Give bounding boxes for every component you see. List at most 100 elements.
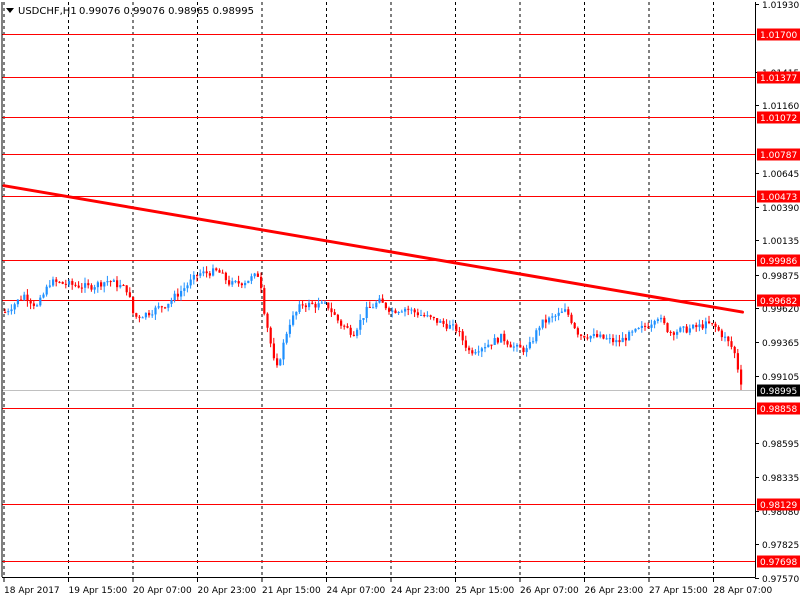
time-tick-label: 27 Apr 15:00 <box>649 586 708 596</box>
candle-body <box>224 272 227 281</box>
candle-body <box>388 308 391 312</box>
price-tick-label: 0.98595 <box>762 440 799 450</box>
candle-body <box>708 321 711 324</box>
candle-body <box>122 285 125 287</box>
candle-body <box>167 303 170 308</box>
collapse-triangle-icon[interactable] <box>6 8 14 13</box>
candle-body <box>288 324 291 334</box>
candle-body <box>352 334 355 336</box>
level-label: 1.01700 <box>760 31 797 41</box>
candle-body <box>87 283 90 286</box>
candle-body <box>701 324 704 329</box>
candle-body <box>679 327 682 332</box>
ohlc-values: 0.99076 0.99076 0.98965 0.98995 <box>79 6 254 17</box>
candle-body <box>45 286 48 295</box>
candle-body <box>640 325 643 328</box>
candle-body <box>384 302 387 309</box>
candle-body <box>103 282 106 287</box>
level-label: 0.97698 <box>760 558 797 568</box>
candle-body <box>493 338 496 345</box>
candle-body <box>685 326 688 333</box>
candle-body <box>535 330 538 342</box>
time-tick-label: 28 Apr 07:00 <box>714 586 773 596</box>
candle-body <box>29 301 32 304</box>
candle-body <box>272 343 275 359</box>
candle-body <box>135 313 138 317</box>
candle-body <box>250 276 253 281</box>
candle-body <box>20 299 23 301</box>
candle-body <box>116 280 119 288</box>
candle-body <box>580 334 583 336</box>
candle-body <box>13 304 16 310</box>
candle-body <box>208 273 211 276</box>
candle-body <box>487 344 490 348</box>
candle-body <box>605 338 608 340</box>
candle-body <box>215 268 218 271</box>
candle-body <box>397 311 400 314</box>
candle-body <box>237 281 240 284</box>
candle-body <box>413 309 416 313</box>
candle-body <box>77 285 80 288</box>
candle-body <box>295 311 298 316</box>
candle-body <box>32 303 35 306</box>
candle-body <box>128 292 131 297</box>
candle-body <box>23 294 26 300</box>
candle-body <box>292 315 295 325</box>
candle-body <box>656 319 659 321</box>
candle-body <box>154 307 157 315</box>
candle-body <box>71 281 74 285</box>
candle-body <box>519 344 522 348</box>
candle-body <box>240 283 243 286</box>
candle-body <box>359 319 362 330</box>
candle-body <box>551 316 554 318</box>
candle-body <box>429 315 432 317</box>
candle-body <box>410 309 413 311</box>
candle-body <box>525 348 528 353</box>
candle-body <box>500 333 503 343</box>
candle-body <box>132 296 135 314</box>
candle-body <box>375 302 378 308</box>
price-tick-label: 1.00135 <box>762 237 799 247</box>
candle-body <box>330 308 333 313</box>
candle-body <box>698 324 701 328</box>
price-tick-label: 1.01160 <box>762 102 799 112</box>
candle-body <box>442 320 445 324</box>
price-tick-label: 0.99105 <box>762 373 799 383</box>
price-tick-label: 1.00390 <box>762 204 799 214</box>
candle-body <box>711 323 714 325</box>
candle-body <box>42 294 45 298</box>
level-label-bg <box>757 71 800 84</box>
level-label: 0.99986 <box>760 257 797 267</box>
candle-body <box>196 274 199 276</box>
candle-body <box>84 283 87 288</box>
candle-body <box>618 340 621 343</box>
candle-body <box>205 271 208 274</box>
candle-body <box>48 285 51 287</box>
candle-body <box>90 285 93 290</box>
candle-body <box>660 317 663 320</box>
candle-body <box>570 314 573 323</box>
candle-body <box>221 272 224 274</box>
level-label: 0.98858 <box>760 405 797 415</box>
horizontal-levels[interactable] <box>2 34 755 562</box>
candle-body <box>340 320 343 326</box>
candle-body <box>445 323 448 329</box>
candle-body <box>503 333 506 342</box>
candle-body <box>176 293 179 297</box>
time-tick-label: 24 Apr 07:00 <box>327 586 386 596</box>
candle-body <box>458 331 461 333</box>
candle-body <box>263 288 266 314</box>
candle-body <box>93 287 96 290</box>
candle-body <box>228 280 231 285</box>
candle-body <box>714 323 717 327</box>
candle-body <box>624 337 627 341</box>
candles <box>4 264 743 391</box>
level-label-bg <box>757 148 800 161</box>
trendline[interactable] <box>2 184 745 314</box>
price-tick-label: 0.98335 <box>762 474 799 484</box>
candle-body <box>253 273 256 277</box>
candle-body <box>320 302 323 304</box>
candle-body <box>218 270 221 273</box>
candle-body <box>74 284 77 286</box>
